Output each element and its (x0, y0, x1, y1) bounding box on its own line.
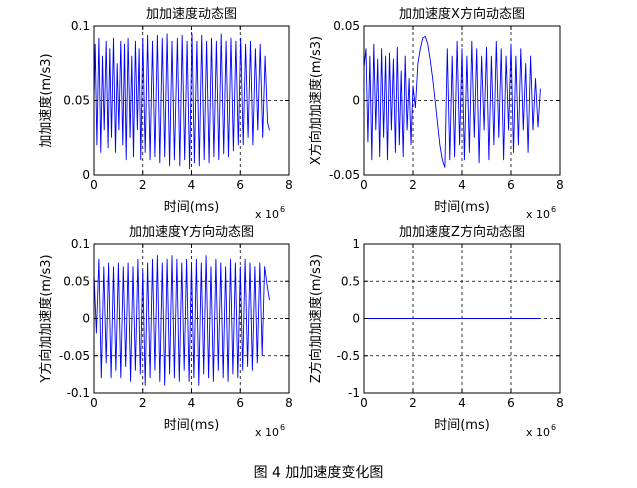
series-line (93, 255, 270, 386)
x-tick-label: 4 (458, 178, 466, 192)
x-tick-label: 2 (139, 396, 147, 410)
x-tick-label: 2 (409, 396, 417, 410)
x-tick-label: 4 (188, 178, 196, 192)
x-tick-label: 0 (360, 178, 368, 192)
x-tick-label: 8 (285, 178, 293, 192)
chart-title: 加加速度Y方向动态图 (129, 224, 254, 240)
x-tick-label: 6 (507, 396, 515, 410)
y-tick-label: 0.05 (63, 274, 90, 288)
x-tick-label: 0 (360, 396, 368, 410)
x-exponent-value: 6 (280, 205, 285, 214)
chart-title: 加加速度Z方向动态图 (399, 224, 525, 240)
x-tick-label: 0 (90, 396, 98, 410)
y-tick-label: 0 (352, 94, 360, 108)
y-tick-label: 0.5 (341, 274, 360, 288)
x-exponent-label: x 10 (255, 208, 279, 221)
x-tick-label: 8 (556, 396, 564, 410)
x-axis-label: 时间(ms) (164, 418, 220, 433)
x-exponent-label: x 10 (526, 426, 550, 439)
x-tick-label: 6 (507, 178, 515, 192)
chart-title: 加加速度X方向动态图 (399, 6, 525, 22)
series-line (93, 33, 270, 170)
x-tick-label: 4 (458, 396, 466, 410)
y-tick-label: 1 (352, 237, 360, 251)
y-tick-label: -0.5 (337, 349, 360, 363)
chart-title: 加加速度动态图 (146, 6, 237, 22)
y-tick-label: 0 (352, 312, 360, 326)
y-tick-label: 0.1 (71, 19, 90, 33)
x-exponent-label: x 10 (255, 426, 279, 439)
series-line (363, 35, 541, 168)
y-tick-label: -0.05 (329, 168, 360, 182)
y-tick-label: 0.1 (71, 237, 90, 251)
x-axis-label: 时间(ms) (434, 418, 490, 433)
x-exponent-value: 6 (551, 205, 556, 214)
y-tick-label: 0.05 (63, 94, 90, 108)
x-tick-label: 2 (409, 178, 417, 192)
y-axis-label: X方向加加速度(m/s3) (308, 36, 324, 165)
x-tick-label: 8 (285, 396, 293, 410)
x-tick-label: 6 (236, 396, 244, 410)
y-tick-label: -0.05 (59, 349, 90, 363)
y-axis-label: Y方向加加速度(m/s3) (38, 254, 54, 383)
x-tick-label: 4 (188, 396, 196, 410)
x-exponent-label: x 10 (526, 208, 550, 221)
x-tick-label: 2 (139, 178, 147, 192)
y-tick-label: 0 (82, 312, 90, 326)
y-axis-label: 加加速度(m/s3) (38, 53, 54, 147)
y-tick-label: 0 (82, 168, 90, 182)
figure-caption: 图 4 加加速度变化图 (253, 465, 384, 481)
y-axis-label: Z方向加加速度(m/s3) (308, 254, 324, 383)
y-tick-label: 0.05 (333, 19, 360, 33)
x-exponent-value: 6 (280, 423, 285, 432)
x-tick-label: 0 (90, 178, 98, 192)
x-axis-label: 时间(ms) (164, 200, 220, 215)
y-tick-label: -1 (348, 386, 360, 400)
y-tick-label: -0.1 (67, 386, 90, 400)
x-exponent-value: 6 (551, 423, 556, 432)
x-tick-label: 8 (556, 178, 564, 192)
x-axis-label: 时间(ms) (434, 200, 490, 215)
x-tick-label: 6 (236, 178, 244, 192)
